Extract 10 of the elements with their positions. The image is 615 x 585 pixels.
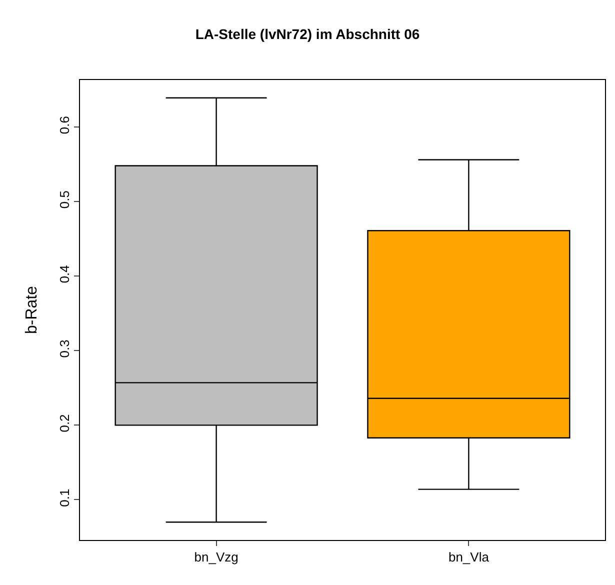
x-tick-label: bn_Vla: [448, 550, 490, 565]
y-tick-label: 0.1: [56, 488, 72, 507]
y-tick-label: 0.5: [56, 190, 72, 209]
y-axis-title: b-Rate: [24, 286, 41, 334]
x-tick-label: bn_Vzg: [194, 550, 238, 565]
y-tick-label: 0.4: [56, 265, 72, 284]
y-tick-label: 0.2: [56, 414, 72, 432]
chart-title: LA-Stelle (lvNr72) im Abschnitt 06: [195, 26, 420, 42]
y-tick-label: 0.3: [56, 340, 72, 358]
y-tick-label: 0.6: [56, 116, 72, 134]
